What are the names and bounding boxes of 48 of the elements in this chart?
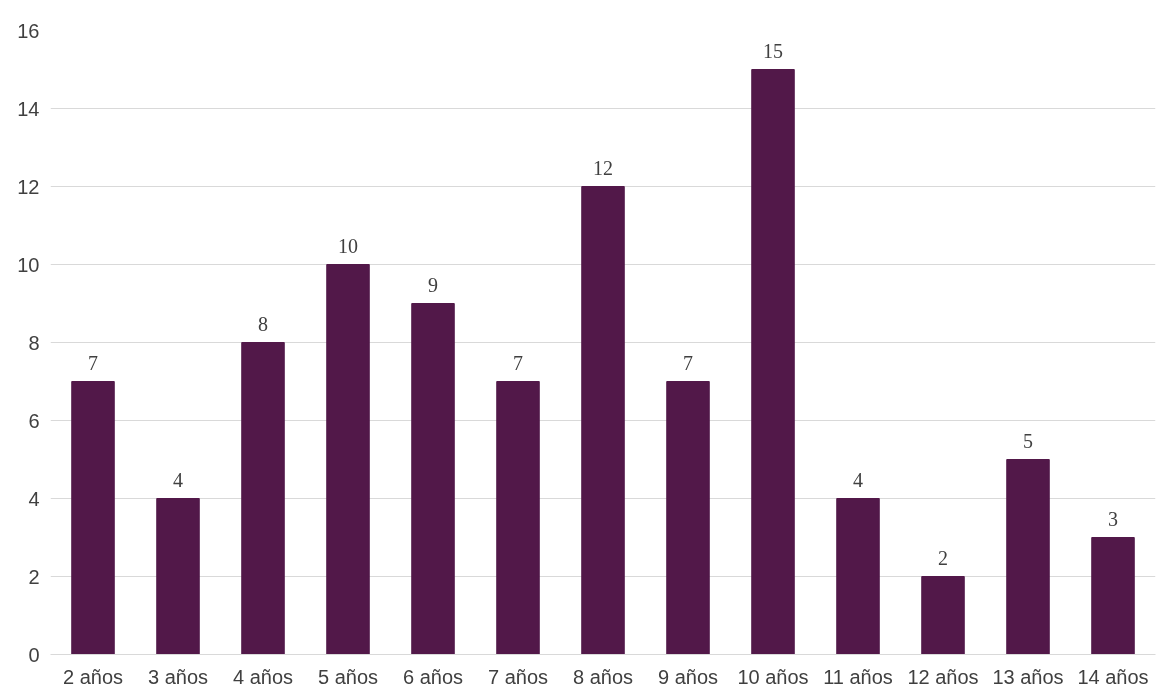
data-label: 3 <box>1108 507 1118 530</box>
x-tick-label: 4 años <box>232 665 294 688</box>
x-tick-label: 13 años <box>992 665 1064 688</box>
x-tick-label: 14 años <box>1077 665 1149 688</box>
x-tick-label: 12 años <box>907 665 979 688</box>
bar <box>921 576 965 655</box>
data-label: 4 <box>853 468 863 491</box>
bar <box>411 303 455 655</box>
bar <box>666 381 710 655</box>
bar <box>581 186 625 655</box>
bar <box>326 264 370 655</box>
data-label: 7 <box>513 351 523 374</box>
bar <box>496 381 540 655</box>
data-label: 4 <box>173 468 183 491</box>
x-tick-label: 8 años <box>572 665 634 688</box>
bar <box>71 381 115 655</box>
x-tick-label: 7 años <box>487 665 549 688</box>
bar <box>1006 459 1050 655</box>
bar <box>1091 537 1135 655</box>
x-tick-label: 10 años <box>737 665 809 688</box>
bar <box>241 342 285 655</box>
data-label: 7 <box>683 351 693 374</box>
data-label: 15 <box>763 39 783 62</box>
bar <box>156 498 200 655</box>
data-label: 9 <box>428 273 438 296</box>
x-tick-label: 3 años <box>147 665 209 688</box>
y-tick-label: 0 <box>28 643 40 666</box>
x-tick-label: 2 años <box>62 665 124 688</box>
x-tick-label: 9 años <box>657 665 719 688</box>
bar <box>751 69 795 655</box>
data-label: 5 <box>1023 429 1033 452</box>
x-tick-label: 6 años <box>402 665 464 688</box>
y-tick-label: 4 <box>28 487 40 510</box>
y-tick-label: 8 <box>28 331 40 354</box>
data-label: 12 <box>593 156 613 179</box>
data-label: 10 <box>338 234 358 257</box>
y-tick-label: 10 <box>17 253 40 276</box>
y-tick-label: 6 <box>28 409 40 432</box>
data-label: 7 <box>88 351 98 374</box>
x-tick-label: 11 años <box>823 665 893 688</box>
y-tick-label: 16 <box>17 19 40 42</box>
data-label: 2 <box>938 546 948 569</box>
data-label: 8 <box>258 312 268 335</box>
bar <box>836 498 880 655</box>
y-tick-label: 14 <box>17 97 40 120</box>
y-tick-label: 2 <box>28 565 40 588</box>
x-tick-label: 5 años <box>317 665 379 688</box>
y-tick-label: 12 <box>17 175 40 198</box>
